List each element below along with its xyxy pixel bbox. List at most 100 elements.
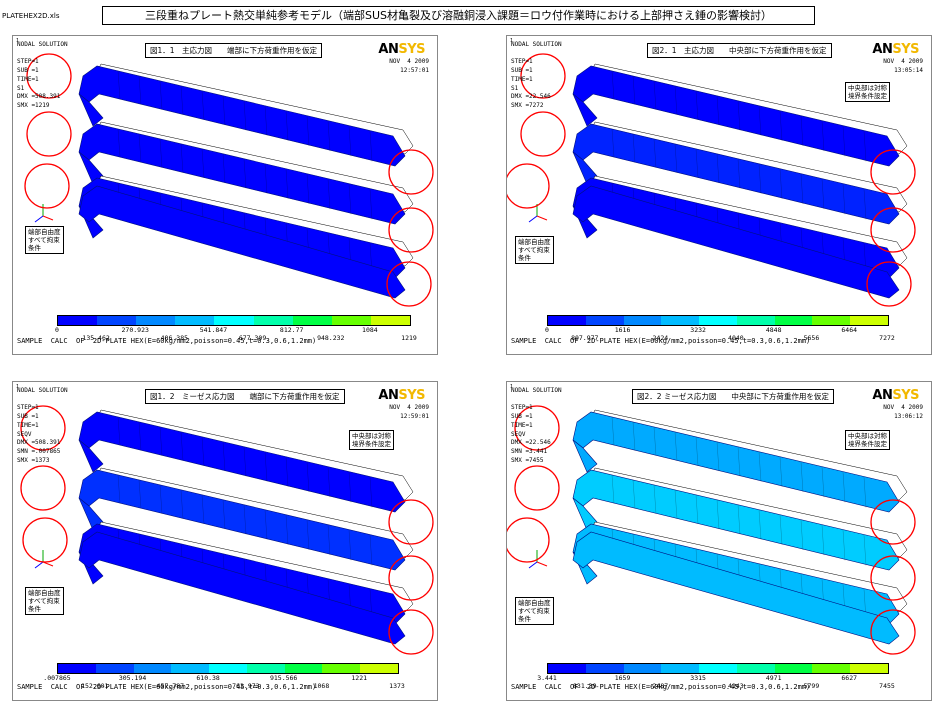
legend-swatch — [292, 316, 332, 325]
highlight-circle — [388, 609, 434, 655]
solution-date: NOV 4 2009 12:59:01 — [389, 404, 429, 420]
result-panel-3: 1 NODAL SOLUTION STEP=1 SUB =1 TIME=1 SEQ… — [12, 381, 438, 701]
legend-label: 762.973 — [232, 682, 260, 690]
highlight-circle — [386, 261, 432, 307]
legend-label: 1068 — [313, 682, 330, 690]
result-panel-1: 1 NODAL SOLUTION STEP=1 SUB =1 TIME=1 S1 … — [12, 35, 438, 355]
axis-triad-icon — [34, 550, 54, 569]
logo-sys: SYS — [892, 388, 919, 403]
legend-label: 4971 — [765, 674, 782, 682]
solution-date: NOV 4 2009 12:57:01 — [389, 58, 429, 74]
legend-swatch — [360, 664, 399, 673]
highlight-circle — [388, 555, 434, 601]
panel-number: 1 — [16, 38, 20, 44]
legend-label: 0 — [55, 326, 59, 334]
figure-caption: 図1．1 主応力図 端部に下方荷重作用を仮定 — [145, 43, 323, 58]
legend-label: 305.194 — [118, 674, 147, 682]
highlight-circle — [870, 207, 916, 253]
legend-swatch — [736, 664, 775, 673]
highlight-circle — [26, 111, 72, 157]
figure-caption: 図2．2 ミーゼス応力図 中央部に下方荷重作用を仮定 — [632, 389, 834, 404]
result-panel-4: 1 NODAL SOLUTION STEP=1 SUB =1 TIME=1 SEQ… — [506, 381, 932, 701]
legend-swatch — [253, 316, 293, 325]
legend-label: 3.441 — [537, 674, 557, 682]
legend-swatch — [370, 316, 410, 325]
legend-label: 135.462 — [82, 334, 110, 342]
legend-swatch — [812, 664, 851, 673]
calc-footer: SAMPLE CALC OF 2D-PLATE HEX(E=60kg/mm2,p… — [17, 337, 317, 345]
logo-an: AN — [872, 388, 893, 403]
note-constraint: 端部自由度 すべて拘束 条件 — [515, 236, 554, 264]
file-label: PLATEHEX2D.xls — [2, 12, 60, 20]
legend-label: 7272 — [879, 334, 895, 342]
legend-label: 1373 — [389, 682, 405, 690]
plate-level-4 — [572, 185, 900, 299]
plate-level-2 — [572, 467, 908, 571]
highlight-circle — [20, 465, 66, 511]
legend-label: 541.847 — [199, 326, 228, 334]
highlight-circle — [866, 261, 912, 307]
legend-label: 5656 — [803, 334, 820, 342]
legend-swatch — [699, 316, 737, 325]
plate-level-1 — [572, 409, 908, 513]
calc-footer: SAMPLE CALC OF 2D-PLATE HEX(E=60kg/mm2,p… — [511, 337, 811, 345]
legend-swatch — [850, 664, 889, 673]
plate-level-2 — [78, 467, 414, 571]
highlight-circle — [514, 465, 560, 511]
plate-level-2 — [78, 121, 414, 225]
legend-swatch — [175, 316, 215, 325]
logo-an: AN — [872, 42, 893, 57]
legend-swatch — [548, 664, 586, 673]
legend-label: 915.566 — [269, 674, 298, 682]
highlight-circle — [24, 163, 70, 209]
nodal-solution-info: NODAL SOLUTION STEP=1 SUB =1 TIME=1 S1 D… — [511, 41, 562, 109]
highlight-circle — [514, 405, 560, 451]
legend-swatch — [214, 316, 254, 325]
legend-swatch — [133, 664, 172, 673]
legend-swatch — [774, 316, 813, 325]
legend-label: 4848 — [765, 326, 782, 334]
fe-model-plot — [20, 405, 434, 655]
legend-swatch — [812, 316, 851, 325]
legend-swatch — [850, 316, 889, 325]
note-symmetry: 中央部は対称 境界条件設定 — [845, 82, 890, 102]
legend-label: 270.923 — [121, 326, 149, 334]
fe-model-plot — [507, 53, 916, 307]
legend-label: 6464 — [841, 326, 858, 334]
legend-swatch — [548, 316, 586, 325]
legend-swatch — [322, 664, 361, 673]
solution-date: NOV 4 2009 13:05:14 — [883, 58, 923, 74]
contour-legend-bar — [57, 315, 411, 326]
highlight-circle — [870, 149, 916, 195]
highlight-circle — [388, 149, 434, 195]
legend-label: 1219 — [401, 334, 417, 342]
ansys-logo: ANSYS — [378, 42, 425, 57]
legend-swatch — [136, 316, 176, 325]
logo-sys: SYS — [398, 388, 425, 403]
axis-triad-icon — [528, 204, 548, 223]
legend-label: 4040 — [728, 334, 744, 342]
legend-label: 5799 — [803, 682, 820, 690]
ansys-logo: ANSYS — [378, 388, 425, 403]
logo-sys: SYS — [892, 42, 919, 57]
highlight-circle — [520, 111, 566, 157]
legend-label: .007865 — [43, 674, 71, 682]
legend-swatch — [284, 664, 323, 673]
legend-label: 3315 — [690, 674, 706, 682]
logo-an: AN — [378, 42, 399, 57]
highlight-circle — [507, 163, 550, 209]
legend-label: 1616 — [614, 326, 631, 334]
contour-legend-bar — [547, 663, 889, 674]
legend-swatch — [246, 664, 285, 673]
fe-model-plot — [24, 53, 434, 307]
legend-swatch — [774, 664, 813, 673]
legend-label: 1659 — [614, 674, 631, 682]
legend-swatch — [661, 316, 700, 325]
legend-swatch — [736, 316, 775, 325]
highlight-circle — [870, 499, 916, 545]
legend-swatch — [331, 316, 371, 325]
legend-label: 152.601 — [81, 682, 109, 690]
legend-label: 6627 — [841, 674, 858, 682]
plate-level-1 — [78, 409, 414, 513]
legend-swatch — [585, 664, 624, 673]
